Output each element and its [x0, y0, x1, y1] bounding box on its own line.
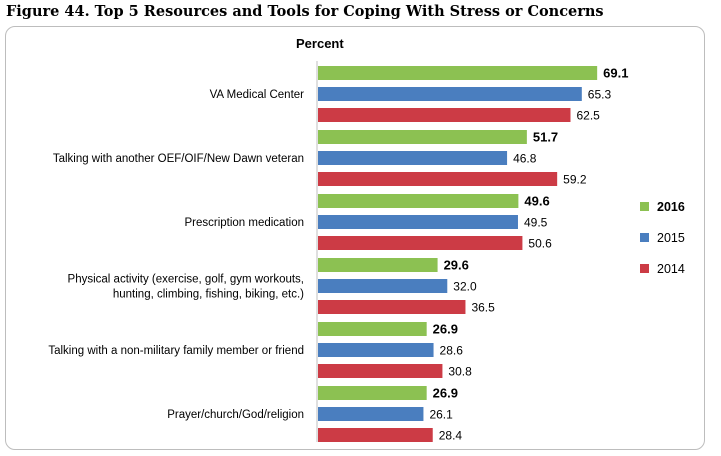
bar-2015 — [318, 87, 582, 101]
data-label-2016: 69.1 — [603, 66, 628, 81]
data-label-2016: 26.9 — [433, 322, 458, 337]
data-label-2015: 28.6 — [440, 344, 464, 358]
data-label-2014: 30.8 — [448, 365, 472, 379]
category-label: Talking with another OEF/OIF/New Dawn ve… — [53, 153, 304, 165]
category-label-line: Prescription medication — [184, 217, 304, 229]
data-label-2015: 65.3 — [588, 88, 612, 102]
data-label-2015: 26.1 — [429, 408, 453, 422]
legend-swatch-2014 — [640, 264, 649, 273]
legend-swatch-2015 — [640, 233, 649, 242]
category-label: Prescription medication — [184, 217, 304, 229]
legend-label-2015: 2015 — [657, 231, 685, 245]
category-label: Prayer/church/God/religion — [167, 409, 304, 421]
bar-2014 — [318, 300, 466, 314]
figure-title: Figure 44. Top 5 Resources and Tools for… — [6, 3, 604, 20]
bar-2014 — [318, 428, 433, 442]
data-label-2016: 51.7 — [533, 130, 558, 145]
data-label-2014: 59.2 — [563, 173, 587, 187]
data-label-2015: 46.8 — [513, 152, 537, 166]
bar-2014 — [318, 236, 523, 250]
bar-2015 — [318, 343, 434, 357]
data-label-2016: 26.9 — [433, 386, 458, 401]
bar-2015 — [318, 151, 508, 165]
category-label-line: Talking with another OEF/OIF/New Dawn ve… — [53, 153, 304, 165]
bar-2016 — [318, 194, 519, 208]
legend-label-2016: 2016 — [657, 200, 685, 214]
bar-2016 — [318, 130, 527, 144]
unit-label: Percent — [296, 36, 344, 51]
bar-2016 — [318, 258, 438, 272]
bar-2016 — [318, 386, 427, 400]
category-label: Talking with a non-military family membe… — [48, 345, 304, 357]
bar-2014 — [318, 108, 571, 122]
bar-2016 — [318, 66, 598, 80]
category-label: VA Medical Center — [210, 89, 305, 101]
data-label-2014: 62.5 — [577, 109, 601, 123]
category-label: Physical activity (exercise, golf, gym w… — [68, 274, 305, 301]
bar-2014 — [318, 364, 443, 378]
data-label-2015: 32.0 — [453, 280, 477, 294]
legend-swatch-2016 — [640, 202, 649, 211]
category-label-line: Physical activity (exercise, golf, gym w… — [68, 274, 304, 286]
legend-label-2014: 2014 — [657, 262, 685, 276]
category-label-line: VA Medical Center — [210, 89, 305, 101]
data-label-2015: 49.5 — [524, 216, 548, 230]
category-label-line: hunting, climbing, fishing, biking, etc.… — [113, 289, 304, 301]
category-label-line: Talking with a non-military family membe… — [48, 345, 304, 357]
data-label-2016: 49.6 — [524, 194, 549, 209]
bar-2016 — [318, 322, 427, 336]
bar-2014 — [318, 172, 558, 186]
data-label-2014: 28.4 — [439, 429, 463, 443]
data-label-2016: 29.6 — [444, 258, 469, 273]
bar-2015 — [318, 407, 424, 421]
data-label-2014: 50.6 — [528, 237, 552, 251]
category-label-line: Prayer/church/God/religion — [167, 409, 304, 421]
bar-2015 — [318, 279, 448, 293]
data-label-2014: 36.5 — [471, 301, 495, 315]
bar-2015 — [318, 215, 518, 229]
